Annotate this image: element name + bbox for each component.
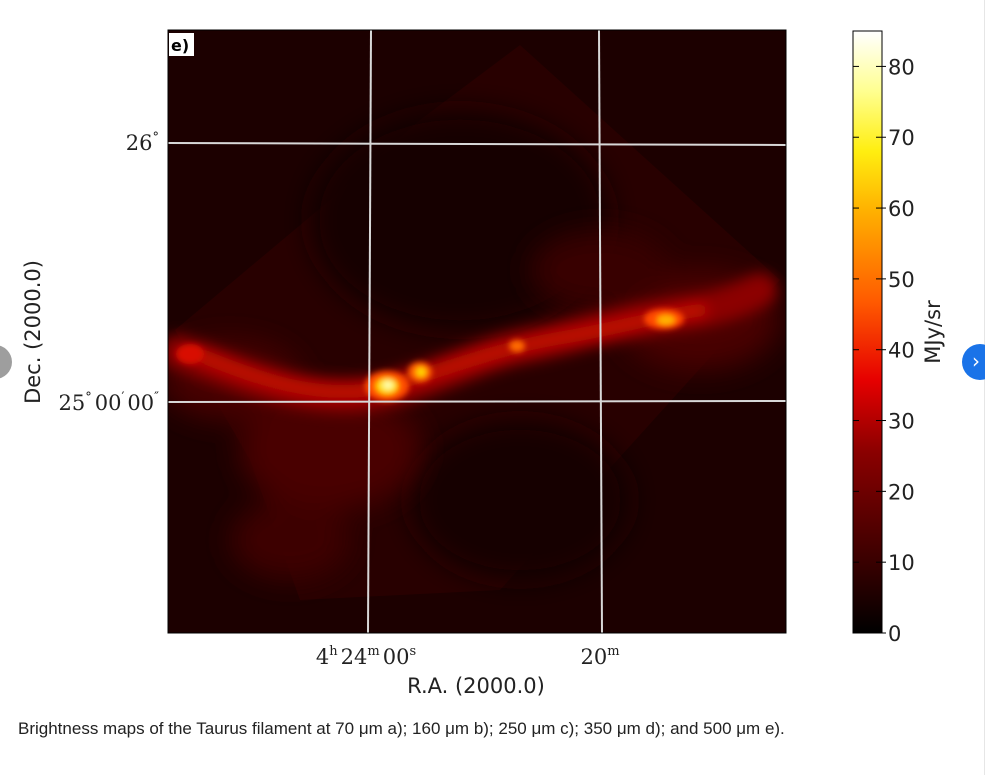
- y-axis-label: Dec. (2000.0): [21, 260, 45, 404]
- dark-cavity-south: [410, 420, 630, 580]
- next-image-button[interactable]: ›: [962, 344, 985, 380]
- dec-gridline-26: [168, 142, 786, 146]
- panel-label-box: [169, 33, 194, 56]
- colorbar-ticks: 0 10 20 30 40 50 60 70 80: [853, 55, 915, 646]
- colorbar-label: MJy/sr: [921, 300, 945, 364]
- ra-gridline-20m: [598, 30, 603, 633]
- dec-gridline-25: [168, 400, 786, 403]
- colorbar-tick-label-70: 70: [888, 126, 915, 150]
- x-tick-4h24m00s: 4h 24m 00s: [316, 644, 416, 669]
- colorbar-tick-label-0: 0: [888, 622, 901, 646]
- coordinate-grid: [168, 30, 786, 633]
- chevron-right-icon: ›: [972, 349, 980, 373]
- colorbar-tick-label-30: 30: [888, 410, 915, 434]
- previous-image-button[interactable]: [0, 345, 12, 379]
- brightness-map-figure: e) 26° 25° 00′ 00″ 4h 24m 00s 20m R.A. (2000…: [21, 29, 945, 698]
- colorbar-tick-label-50: 50: [888, 268, 915, 292]
- ra-gridline-24m: [367, 30, 372, 633]
- figure-caption: Brightness maps of the Taurus filament a…: [18, 719, 785, 738]
- colorbar-tick-label-20: 20: [888, 480, 915, 504]
- filament-body: [168, 273, 777, 413]
- x-axis-label: R.A. (2000.0): [407, 674, 545, 698]
- colorbar: [852, 30, 883, 634]
- x-tick-20m: 20m: [580, 644, 619, 669]
- colorbar-tick-label-80: 80: [888, 55, 915, 79]
- filament-knot-2: [509, 340, 525, 352]
- colorbar-tick-label-60: 60: [888, 197, 915, 221]
- colorbar-tick-label-10: 10: [888, 551, 915, 575]
- panel-label: e): [171, 36, 189, 55]
- filament-knot: [176, 344, 204, 364]
- colorbar-tick-label-40: 40: [888, 339, 915, 363]
- y-tick-26: 26°: [126, 130, 159, 155]
- map-frame: [167, 29, 787, 634]
- y-tick-25: 25° 00′ 00″: [58, 390, 159, 415]
